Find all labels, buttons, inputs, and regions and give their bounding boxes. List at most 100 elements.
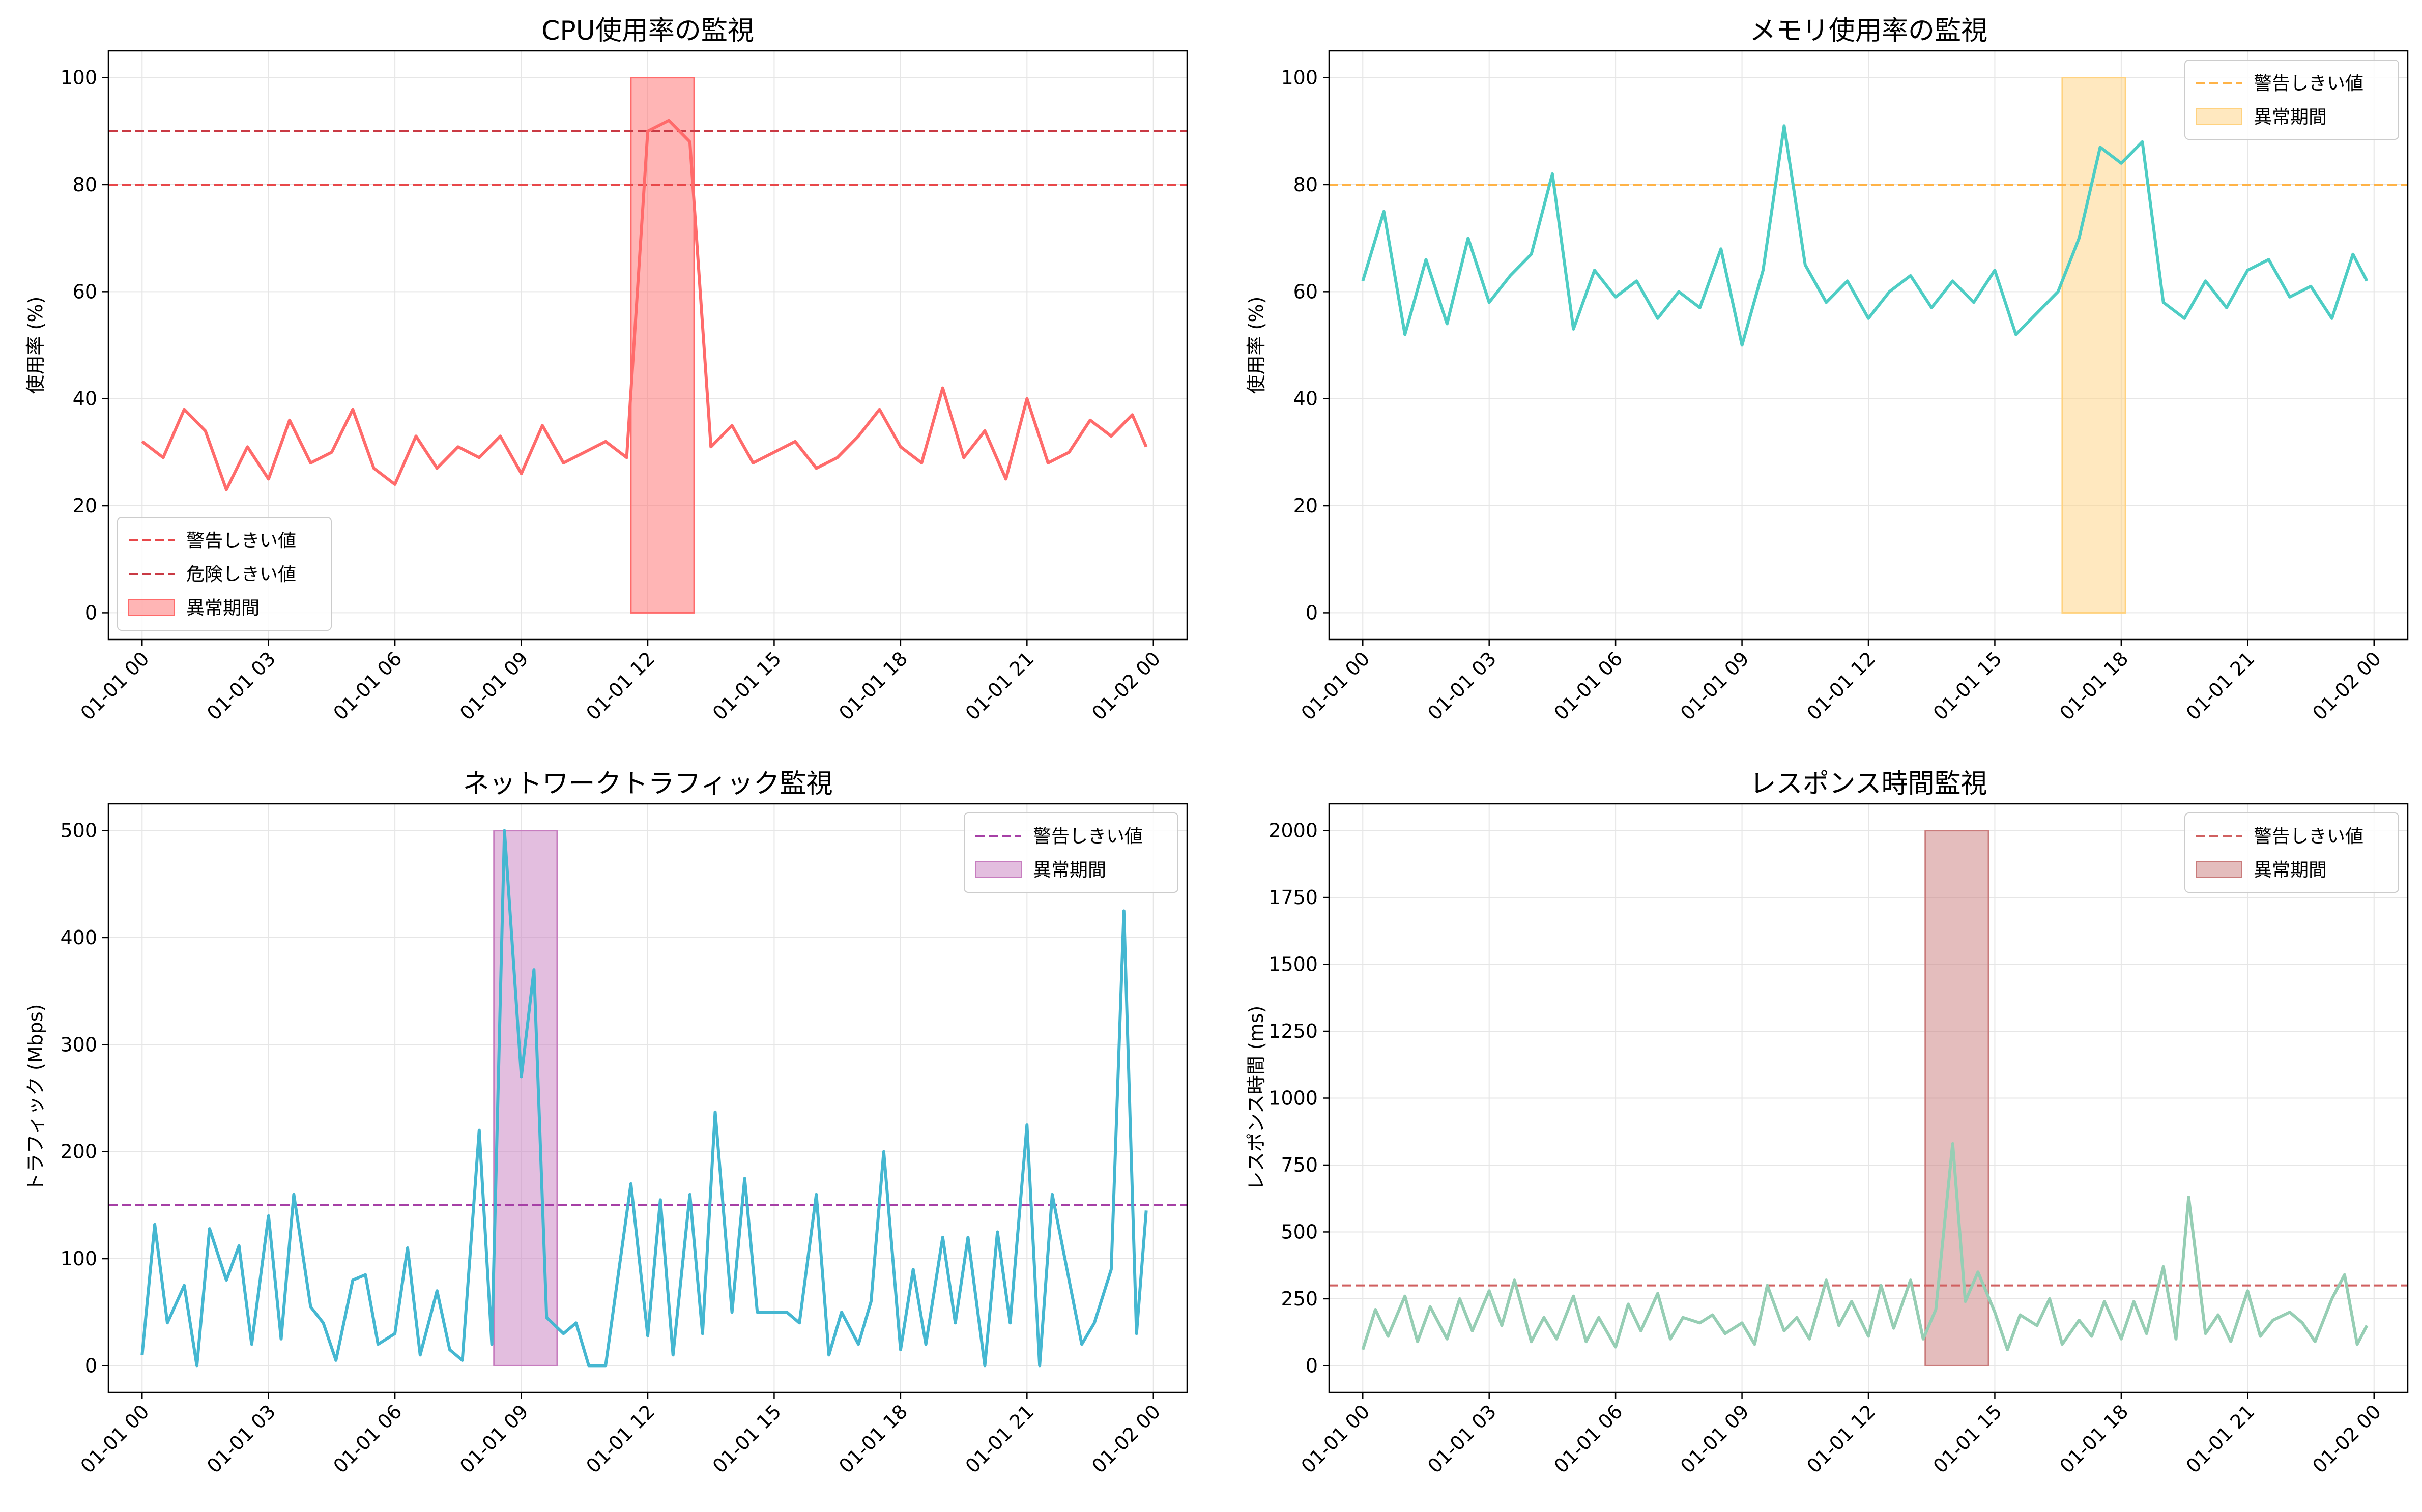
y-tick-label: 0	[85, 1354, 97, 1377]
y-tick-label: 100	[1281, 67, 1318, 89]
legend-label: 異常期間	[1033, 860, 1106, 881]
y-tick-label: 100	[60, 67, 97, 89]
x-tick-label: 01-01 21	[961, 1400, 1039, 1477]
legend-patch-swatch	[128, 599, 175, 616]
chart-title: メモリ使用率の監視	[1749, 16, 1987, 46]
x-tick-label: 01-01 15	[1929, 1400, 2006, 1477]
y-tick-label: 500	[1281, 1220, 1318, 1243]
series-line	[140, 829, 1148, 1368]
x-tick-label: 01-01 21	[961, 647, 1039, 724]
legend-patch-swatch	[2196, 861, 2242, 878]
y-axis-label: トラフィック (Mbps)	[24, 1004, 47, 1193]
x-tick-label: 01-02 00	[2308, 647, 2385, 724]
y-tick-label: 40	[73, 388, 97, 410]
y-tick-label: 250	[1281, 1288, 1318, 1310]
x-tick-label: 01-01 15	[1929, 647, 2006, 724]
legend-label: 警告しきい値	[186, 531, 296, 551]
x-tick-label: 01-01 09	[1676, 1400, 1753, 1477]
x-tick-label: 01-02 00	[1087, 647, 1165, 724]
legend-label: 警告しきい値	[2254, 73, 2363, 94]
x-tick-label: 01-01 18	[834, 647, 912, 724]
y-tick-label: 100	[60, 1247, 97, 1270]
y-axis-label: レスポンス時間 (ms)	[1245, 1006, 1267, 1191]
y-tick-label: 20	[1293, 495, 1318, 517]
x-tick-label: 01-01 15	[708, 1400, 786, 1477]
x-tick-label: 01-01 06	[1550, 647, 1627, 724]
x-tick-label: 01-01 06	[1550, 1400, 1627, 1477]
anomaly-span	[630, 77, 695, 614]
x-tick-label: 01-01 12	[582, 1400, 659, 1477]
y-tick-label: 0	[1306, 1354, 1318, 1377]
chart-title: レスポンス時間監視	[1750, 769, 1987, 799]
x-tick-label: 01-01 09	[455, 1400, 533, 1477]
legend-patch-swatch	[975, 861, 1022, 878]
x-tick-label: 01-01 00	[76, 1400, 154, 1477]
x-tick-label: 01-01 00	[1297, 647, 1374, 724]
legend-label: 危険しきい値	[186, 564, 296, 585]
x-tick-label: 01-01 03	[203, 647, 280, 724]
chart-panel-2: 0 100 200 300 400 500 01-01 00 01-01 03 01-01 06…	[24, 769, 1188, 1477]
y-tick-label: 80	[73, 173, 97, 196]
x-tick-label: 01-01 12	[582, 647, 659, 724]
legend-label: 警告しきい値	[1033, 826, 1143, 847]
y-tick-label: 0	[85, 601, 97, 624]
x-tick-label: 01-01 06	[329, 1400, 407, 1477]
x-tick-label: 01-01 12	[1802, 1400, 1880, 1477]
y-tick-label: 400	[60, 926, 97, 949]
y-tick-label: 1000	[1268, 1087, 1318, 1110]
x-tick-label: 01-01 12	[1802, 647, 1880, 724]
x-tick-label: 01-01 21	[2182, 647, 2259, 724]
x-tick-label: 01-02 00	[2308, 1400, 2385, 1477]
anomaly-span	[2061, 77, 2126, 614]
y-tick-label: 750	[1281, 1154, 1318, 1176]
series-line	[141, 119, 1148, 491]
y-tick-label: 2000	[1268, 820, 1318, 842]
x-tick-label: 01-01 09	[455, 647, 533, 724]
y-tick-label: 500	[60, 820, 97, 842]
x-tick-label: 01-01 06	[329, 647, 407, 724]
y-tick-label: 1750	[1268, 886, 1318, 909]
y-tick-label: 1250	[1268, 1020, 1318, 1042]
y-tick-label: 80	[1293, 173, 1318, 196]
x-tick-label: 01-01 18	[2055, 647, 2132, 724]
y-axis-label: 使用率 (%)	[24, 297, 47, 394]
chart-title: ネットワークトラフィック監視	[463, 769, 833, 799]
y-tick-label: 1500	[1268, 953, 1318, 976]
x-tick-label: 01-01 18	[834, 1400, 912, 1477]
chart-panel-1: 0 20 40 60 80 100 01-01 00 01-01 03 01-01 06 01-0…	[1245, 16, 2409, 724]
legend-label: 異常期間	[2254, 107, 2327, 128]
x-tick-label: 01-01 09	[1676, 647, 1753, 724]
x-tick-label: 01-01 03	[1423, 647, 1501, 724]
legend-label: 警告しきい値	[2254, 826, 2363, 847]
y-tick-label: 60	[73, 280, 97, 303]
y-tick-label: 60	[1293, 280, 1318, 303]
chart-panel-0: 0 20 40 60 80 100 01-01 00 01-01 03 01-01 06 01-0…	[24, 16, 1188, 724]
y-tick-label: 20	[73, 495, 97, 517]
y-axis-label: 使用率 (%)	[1245, 297, 1267, 394]
x-tick-label: 01-01 15	[708, 647, 786, 724]
x-tick-label: 01-01 00	[1297, 1400, 1374, 1477]
y-tick-label: 300	[60, 1033, 97, 1056]
legend-label: 異常期間	[2254, 860, 2327, 881]
series-line	[1361, 1142, 2369, 1351]
chart-title: CPU使用率の監視	[541, 16, 754, 46]
anomaly-span	[1924, 830, 1989, 1366]
chart-panel-3: 0 250 500 750 1000 1250 1500 1750 2000 01-01 00 01…	[1245, 769, 2409, 1477]
legend-patch-swatch	[2196, 108, 2242, 125]
x-tick-label: 01-01 21	[2182, 1400, 2259, 1477]
legend-label: 異常期間	[186, 598, 260, 619]
x-tick-label: 01-01 03	[1423, 1400, 1501, 1477]
y-tick-label: 40	[1293, 388, 1318, 410]
y-tick-label: 0	[1306, 601, 1318, 624]
x-tick-label: 01-01 00	[76, 647, 154, 724]
y-tick-label: 200	[60, 1141, 97, 1163]
x-tick-label: 01-01 03	[203, 1400, 280, 1477]
x-tick-label: 01-01 18	[2055, 1400, 2132, 1477]
x-tick-label: 01-02 00	[1087, 1400, 1165, 1477]
